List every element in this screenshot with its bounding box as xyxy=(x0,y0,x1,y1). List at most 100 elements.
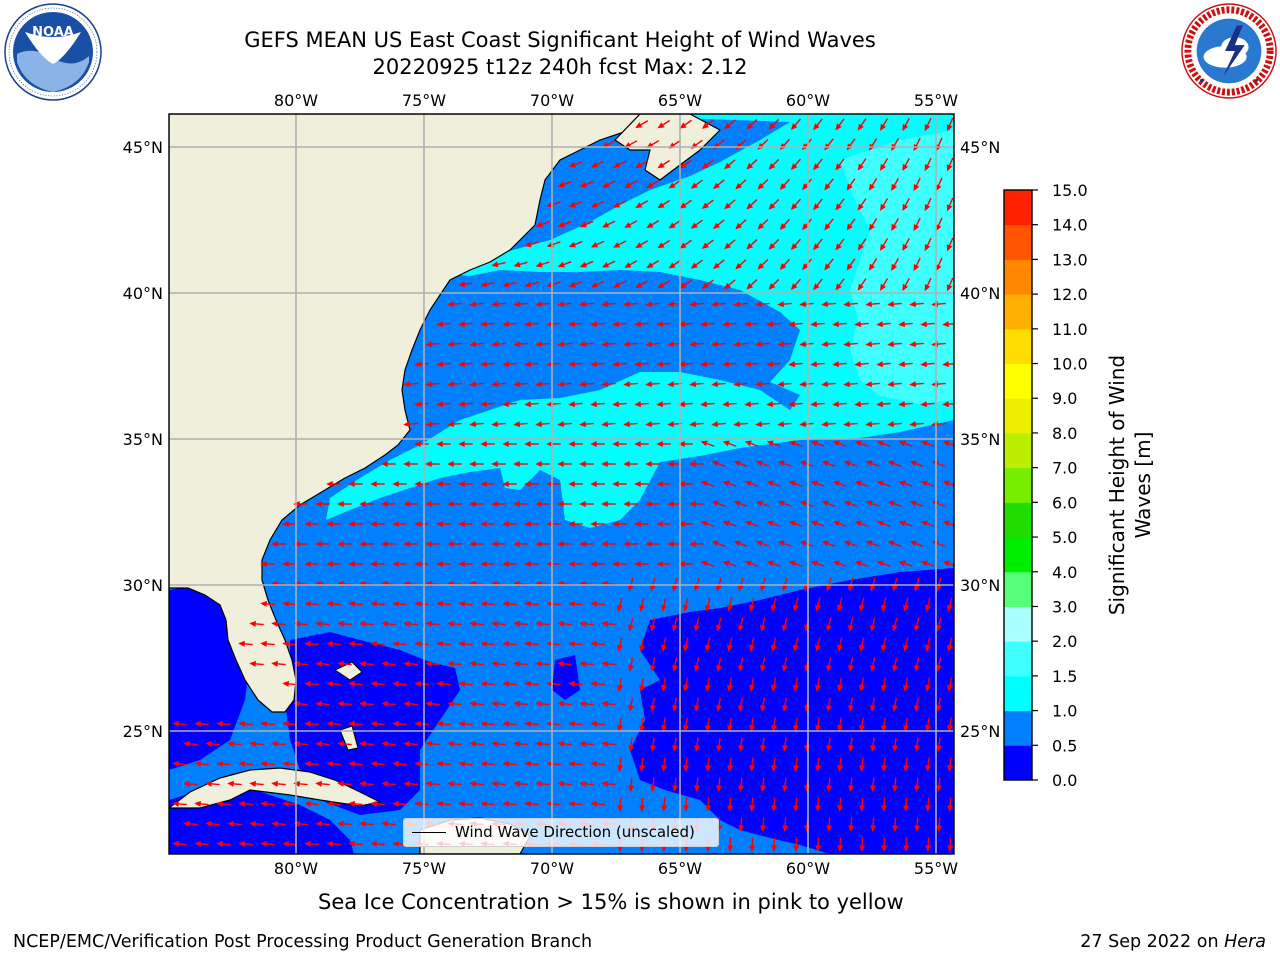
wave-arrow-head xyxy=(183,740,190,747)
wave-arrow-head xyxy=(909,341,916,348)
wave-arrow-shaft xyxy=(960,618,963,631)
wave-arrow-head xyxy=(649,664,656,672)
wave-arrow-head xyxy=(724,162,732,170)
wave-arrow-head xyxy=(172,840,179,847)
wave-arrow-head xyxy=(249,820,256,827)
wave-arrow-head xyxy=(782,825,789,832)
wave-arrow-head xyxy=(315,820,322,827)
wave-arrow-head xyxy=(458,481,465,487)
wave-arrow-head xyxy=(627,704,634,712)
wave-arrow-head xyxy=(788,440,796,447)
wave-arrow-head xyxy=(832,401,839,408)
wave-arrow-head xyxy=(679,122,687,129)
wave-arrow-head xyxy=(946,684,953,692)
wave-arrow-head xyxy=(260,800,267,807)
wave-arrow-head xyxy=(672,745,678,752)
wave-arrow-head xyxy=(689,501,696,507)
wave-arrow-head xyxy=(635,162,643,168)
wave-arrow-head xyxy=(870,745,876,752)
wave-arrow-head xyxy=(935,224,942,232)
wave-arrow-head xyxy=(958,785,964,792)
wave-arrow-head xyxy=(755,341,762,348)
wave-arrow-head xyxy=(635,242,643,248)
wave-arrow-head xyxy=(579,221,588,228)
wave-arrow-head xyxy=(194,760,201,767)
wave-arrow-head xyxy=(304,720,311,727)
wave-arrow-head xyxy=(876,440,884,447)
wave-arrow-head xyxy=(793,805,800,812)
wave-arrow-head xyxy=(315,660,322,667)
wave-arrow-head xyxy=(447,660,454,667)
wave-arrow-head xyxy=(601,381,608,388)
wave-arrow-head xyxy=(735,262,743,270)
wave-arrow-head xyxy=(837,845,844,852)
wave-arrow-head xyxy=(568,521,575,527)
wave-arrow-head xyxy=(700,560,708,567)
wave-arrow-head xyxy=(348,561,355,567)
wave-arrow-head xyxy=(337,700,344,707)
wave-arrow-head xyxy=(623,381,630,388)
wave-arrow-head xyxy=(693,584,700,592)
map-frame xyxy=(168,113,955,855)
wave-arrow-head xyxy=(216,720,223,727)
wave-arrow-head xyxy=(502,800,509,807)
wave-arrow-head xyxy=(881,845,888,852)
wave-arrow-head xyxy=(502,720,509,727)
wave-arrow-head xyxy=(480,481,487,487)
wave-arrow-head xyxy=(902,123,909,132)
wave-arrow-head xyxy=(513,461,520,467)
wave-arrow-head xyxy=(535,660,542,667)
wave-arrow-head xyxy=(726,644,733,652)
colorbar-label-line2: Waves [m] xyxy=(1131,432,1155,539)
wave-arrow-head xyxy=(568,401,575,408)
wave-arrow-head xyxy=(326,840,333,847)
wave-arrow-head xyxy=(678,561,685,567)
wave-arrow-head xyxy=(925,765,932,772)
wave-arrow-head xyxy=(859,765,866,772)
wave-arrow-head xyxy=(535,700,542,707)
wave-arrow-head xyxy=(924,244,931,252)
wave-arrow-head xyxy=(768,162,776,170)
wave-arrow-head xyxy=(737,584,744,592)
wave-arrow-head xyxy=(535,740,542,747)
wave-arrow-head xyxy=(403,660,410,667)
wave-arrow-head xyxy=(858,604,865,612)
wave-arrow-head xyxy=(436,441,443,447)
wave-arrow-head xyxy=(535,301,542,308)
wave-arrow-head xyxy=(392,840,399,847)
footer-credit: NCEP/EMC/Verification Post Processing Pr… xyxy=(13,932,593,952)
lat-label-left: 35°N xyxy=(123,430,163,449)
colorbar-label-line1: Significant Height of Wind xyxy=(1105,355,1129,615)
wave-arrow-head xyxy=(480,441,487,447)
wave-arrow-head xyxy=(326,561,333,567)
wave-arrow-head xyxy=(821,421,828,428)
colorbar-swatch xyxy=(1004,502,1032,538)
colorbar-tick-label: 14.0 xyxy=(1052,216,1088,235)
wave-arrow-head xyxy=(579,261,588,268)
wave-arrow-head xyxy=(946,204,953,212)
wave-arrow-head xyxy=(701,282,709,289)
wave-arrow-head xyxy=(711,460,719,467)
wave-arrow-head xyxy=(913,183,920,192)
wave-arrow-head xyxy=(271,660,278,667)
wave-arrow-head xyxy=(799,341,806,348)
wave-arrow-head xyxy=(700,440,708,447)
wave-arrow-head xyxy=(238,840,245,847)
wave-arrow-head xyxy=(678,441,685,447)
wave-arrow-head xyxy=(865,500,873,507)
wave-arrow-head xyxy=(535,780,542,787)
wave-arrow-head xyxy=(238,640,245,647)
wave-arrow-head xyxy=(227,780,234,787)
wave-arrow-head xyxy=(925,725,931,732)
wave-arrow-head xyxy=(469,461,476,467)
wave-arrow-head xyxy=(524,361,531,368)
wave-arrow-head xyxy=(701,202,709,209)
wave-arrow-head xyxy=(649,624,656,632)
wave-arrow-shaft xyxy=(955,423,968,424)
wave-arrow-head xyxy=(913,263,920,272)
wave-arrow-head xyxy=(502,361,509,368)
wave-arrow-head xyxy=(381,700,388,707)
wave-arrow-head xyxy=(892,745,898,752)
wave-arrow-head xyxy=(502,680,509,687)
wave-arrow-head xyxy=(634,561,641,567)
